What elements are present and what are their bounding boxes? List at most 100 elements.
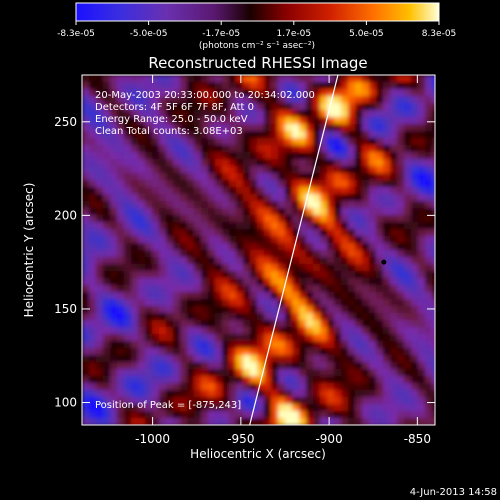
heatmap-cell [411,271,419,279]
heatmap-cell [299,243,307,251]
colorbar-tick-label: -1.7e-05 [202,29,240,39]
heatmap-cell [131,187,139,195]
heatmap-cell [138,187,146,195]
heatmap-cell [96,362,104,370]
heatmap-cell [145,201,153,209]
heatmap-cell [334,180,342,188]
heatmap-cell [425,201,433,209]
heatmap-cell [348,376,356,384]
heatmap-cell [313,362,321,370]
heatmap-cell [194,96,202,104]
heatmap-cell [222,362,230,370]
heatmap-cell [82,250,90,258]
heatmap-cell [89,390,97,398]
heatmap-cell [299,404,307,412]
heatmap-cell [236,292,244,300]
heatmap-cell [390,355,398,363]
heatmap-cell [432,75,435,83]
heatmap-cell [194,145,202,153]
heatmap-cell [194,278,202,286]
heatmap-cell [376,306,384,314]
heatmap-cell [159,187,167,195]
heatmap-cell [334,397,342,405]
heatmap-cell [334,348,342,356]
heatmap-cell [397,404,405,412]
heatmap-cell [313,75,321,83]
heatmap-cell [327,89,335,97]
heatmap-cell [103,292,111,300]
heatmap-cell [425,166,433,174]
heatmap-cell [152,299,160,307]
heatmap-cell [320,404,328,412]
heatmap-cell [215,75,223,83]
heatmap-cell [208,201,216,209]
heatmap-cell [313,271,321,279]
heatmap-cell [362,131,370,139]
heatmap-cell [390,327,398,335]
heatmap-cell [355,404,363,412]
heatmap-cell [362,355,370,363]
heatmap-cell [362,257,370,265]
heatmap-cell [208,96,216,104]
heatmap-cell [222,397,230,405]
heatmap-cell [411,187,419,195]
heatmap-cell [404,250,412,258]
heatmap-cell [138,103,146,111]
heatmap-cell [152,334,160,342]
heatmap-cell [236,159,244,167]
heatmap-cell [222,348,230,356]
heatmap-cell [187,236,195,244]
heatmap-cell [152,166,160,174]
heatmap-cell [243,327,251,335]
heatmap-cell [411,383,419,391]
heatmap-cell [110,411,118,419]
heatmap-cell [124,138,132,146]
heatmap-cell [250,117,258,125]
heatmap-cell [173,369,181,377]
heatmap-cell [327,397,335,405]
heatmap-cell [201,334,209,342]
heatmap-cell [96,327,104,335]
heatmap-cell [89,327,97,335]
heatmap-cell [159,138,167,146]
heatmap-cell [383,327,391,335]
heatmap-cell [257,299,265,307]
heatmap-cell [397,362,405,370]
heatmap-cell [348,159,356,167]
heatmap-cell [103,327,111,335]
heatmap-cell [397,96,405,104]
heatmap-cell [89,103,97,111]
heatmap-cell [103,348,111,356]
heatmap-cell [348,362,356,370]
heatmap-cell [173,222,181,230]
heatmap-cell [82,110,90,118]
heatmap-cell [383,96,391,104]
heatmap-cell [383,250,391,258]
heatmap-cell [159,278,167,286]
heatmap-cell [362,299,370,307]
heatmap-cell [278,411,286,419]
heatmap-cell [404,411,412,419]
heatmap-cell [292,166,300,174]
heatmap-cell [404,299,412,307]
heatmap-cell [348,131,356,139]
heatmap-cell [201,313,209,321]
heatmap-cell [229,215,237,223]
heatmap-cell [215,327,223,335]
heatmap-cell [327,131,335,139]
heatmap-cell [390,334,398,342]
heatmap-cell [138,271,146,279]
heatmap-cell [299,390,307,398]
heatmap-cell [152,222,160,230]
heatmap-cell [383,313,391,321]
heatmap-cell [82,278,90,286]
heatmap-cell [208,138,216,146]
heatmap-cell [250,131,258,139]
heatmap-cell [166,271,174,279]
heatmap-cell [187,243,195,251]
heatmap-cell [243,187,251,195]
heatmap-cell [285,194,293,202]
heatmap-cell [348,117,356,125]
heatmap-cell [313,320,321,328]
heatmap-cell [432,397,435,405]
